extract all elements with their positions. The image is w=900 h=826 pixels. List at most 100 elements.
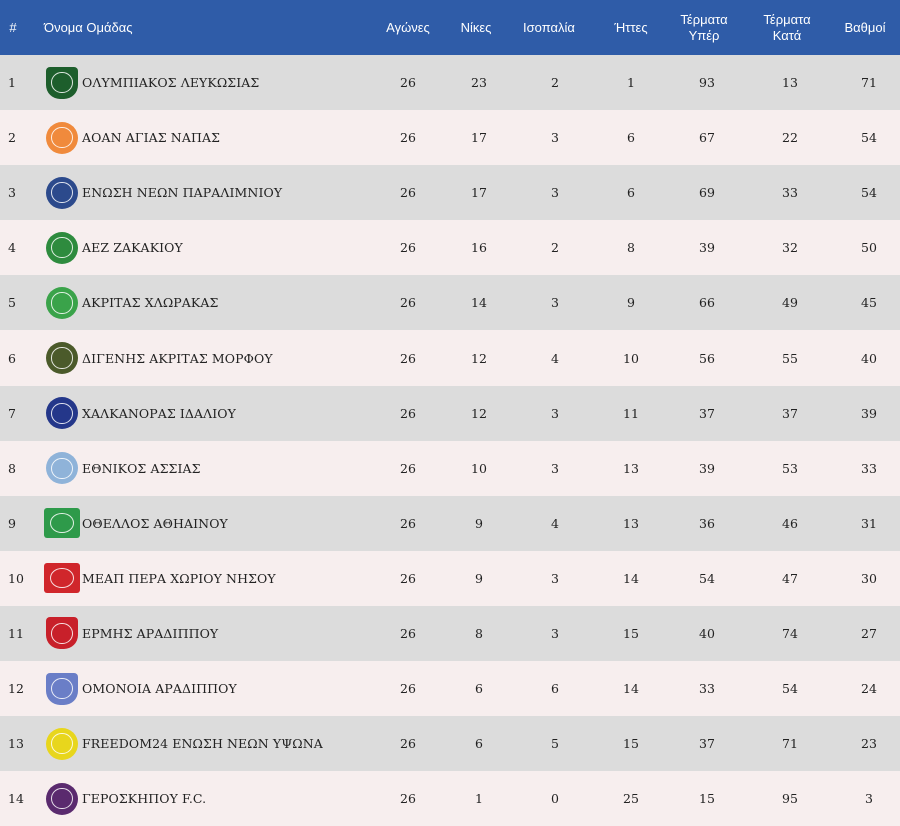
- points-cell: 30: [861, 570, 877, 586]
- table-row[interactable]: 11 ΕΡΜΗΣ ΑΡΑΔΙΠΠΟΥ 26 8 3 15 40 74 27: [0, 605, 900, 662]
- logo-cell: [44, 330, 80, 385]
- played-cell: 26: [400, 570, 416, 586]
- header-rank[interactable]: #: [9, 19, 17, 35]
- goals-against-cell: 53: [782, 460, 798, 476]
- goals-for-cell: 39: [699, 460, 715, 476]
- crest-mark-icon: [51, 622, 73, 645]
- team-name[interactable]: ΑΕΖ ΖΑΚΑΚΙΟΥ: [82, 240, 183, 256]
- played-cell: 26: [400, 75, 416, 91]
- othellos-logo: [44, 508, 80, 539]
- header-goals-against-line2: Κατά: [772, 27, 802, 43]
- goals-against-cell: 47: [782, 570, 798, 586]
- team-name[interactable]: ΑΚΡΙΤΑΣ ΧΛΩΡΑΚΑΣ: [82, 295, 219, 311]
- geroskipou-logo: [46, 782, 78, 815]
- header-wins[interactable]: Νίκες: [460, 19, 492, 35]
- crest-mark-icon: [51, 347, 73, 369]
- losses-cell: 11: [623, 405, 639, 421]
- rank-cell: 1: [8, 75, 16, 91]
- table-body: 1 ΟΛΥΜΠΙΑΚΟΣ ΛΕΥΚΩΣΙΑΣ 26 23 2 1 93 13 71 2 ΑΟΑΝ Α…: [0, 55, 900, 826]
- ermis-logo: [46, 617, 78, 650]
- table-row[interactable]: 12 ΟΜΟΝΟΙΑ ΑΡΑΔΙΠΠΟΥ 26 6 6 14 33 54 24: [0, 661, 900, 717]
- losses-cell: 9: [627, 295, 635, 311]
- logo-cell: [44, 275, 80, 330]
- goals-against-cell: 55: [782, 350, 798, 366]
- header-points[interactable]: Βαθμοί: [844, 19, 886, 35]
- logo-cell: [44, 771, 80, 826]
- logo-cell: [44, 496, 80, 551]
- rank-cell: 2: [8, 130, 16, 146]
- team-name[interactable]: ΟΘΕΛΛΟΣ ΑΘΗΑΙΝΟΥ: [82, 515, 228, 531]
- crest-mark-icon: [51, 182, 73, 204]
- goals-against-cell: 54: [782, 681, 798, 697]
- header-played[interactable]: Αγώνες: [386, 19, 430, 35]
- goals-for-cell: 93: [699, 75, 715, 91]
- played-cell: 26: [400, 460, 416, 476]
- table-row[interactable]: 10 ΜΕΑΠ ΠΕΡΑ ΧΩΡΙΟΥ ΝΗΣΟΥ 26 9 3 14 54 47 30: [0, 550, 900, 606]
- header-team[interactable]: Όνομα Ομάδας: [44, 19, 133, 35]
- header-losses[interactable]: Ήττες: [614, 19, 648, 35]
- team-name[interactable]: ΓΕΡΟΣΚΗΠΟΥ F.C.: [82, 791, 207, 807]
- goals-against-cell: 95: [782, 791, 798, 807]
- goals-for-cell: 40: [699, 625, 715, 641]
- table-row[interactable]: 5 ΑΚΡΙΤΑΣ ΧΛΩΡΑΚΑΣ 26 14 3 9 66 49 45: [0, 275, 900, 331]
- rank-cell: 11: [8, 625, 24, 641]
- crest-mark-icon: [51, 237, 73, 259]
- goals-for-cell: 67: [699, 130, 715, 146]
- crest-mark-icon: [51, 292, 73, 314]
- losses-cell: 13: [623, 460, 639, 476]
- draws-cell: 3: [551, 625, 559, 641]
- header-draws[interactable]: Ισοπαλία: [523, 19, 575, 35]
- table-row[interactable]: 1 ΟΛΥΜΠΙΑΚΟΣ ΛΕΥΚΩΣΙΑΣ 26 23 2 1 93 13 71: [0, 55, 900, 111]
- draws-cell: 5: [551, 736, 559, 752]
- team-name[interactable]: ΕΘΝΙΚΟΣ ΑΣΣΙΑΣ: [82, 460, 201, 476]
- team-name[interactable]: ΜΕΑΠ ΠΕΡΑ ΧΩΡΙΟΥ ΝΗΣΟΥ: [82, 570, 276, 586]
- goals-against-cell: 49: [782, 295, 798, 311]
- team-name[interactable]: ΟΜΟΝΟΙΑ ΑΡΑΔΙΠΠΟΥ: [82, 681, 237, 697]
- crest-mark-icon: [51, 127, 73, 149]
- rank-cell: 12: [8, 681, 24, 697]
- draws-cell: 2: [551, 75, 559, 91]
- team-name[interactable]: FREEDOM24 ΕΝΩΣΗ ΝΕΩΝ ΥΨΩΝΑ: [82, 736, 323, 752]
- table-row[interactable]: 2 ΑΟΑΝ ΑΓΙΑΣ ΝΑΠΑΣ 26 17 3 6 67 22 54: [0, 110, 900, 166]
- table-row[interactable]: 3 ΕΝΩΣΗ ΝΕΩΝ ΠΑΡΑΛΙΜΝΙΟΥ 26 17 3 6 69 33 54: [0, 165, 900, 221]
- enp-logo: [46, 176, 78, 209]
- rank-cell: 10: [8, 570, 24, 586]
- wins-cell: 1: [475, 791, 483, 807]
- wins-cell: 14: [471, 295, 487, 311]
- team-name[interactable]: ΑΟΑΝ ΑΓΙΑΣ ΝΑΠΑΣ: [82, 130, 221, 146]
- rank-cell: 8: [8, 460, 16, 476]
- wins-cell: 10: [471, 460, 487, 476]
- team-name[interactable]: ΕΡΜΗΣ ΑΡΑΔΙΠΠΟΥ: [82, 625, 219, 641]
- crest-mark-icon: [51, 733, 73, 755]
- team-name[interactable]: ΧΑΛΚΑΝΟΡΑΣ ΙΔΑΛΙΟΥ: [82, 405, 237, 421]
- team-name[interactable]: ΟΛΥΜΠΙΑΚΟΣ ΛΕΥΚΩΣΙΑΣ: [82, 75, 260, 91]
- freedom24-logo: [46, 727, 78, 760]
- table-row[interactable]: 7 ΧΑΛΚΑΝΟΡΑΣ ΙΔΑΛΙΟΥ 26 12 3 11 37 37 39: [0, 385, 900, 441]
- table-row[interactable]: 9 ΟΘΕΛΛΟΣ ΑΘΗΑΙΝΟΥ 26 9 4 13 36 46 31: [0, 495, 900, 551]
- header-goals-for[interactable]: Τέρματα Υπέρ: [665, 0, 743, 55]
- crest-mark-icon: [51, 788, 73, 810]
- crest-mark-icon: [51, 71, 73, 94]
- rank-cell: 6: [8, 350, 16, 366]
- goals-against-cell: 13: [782, 75, 798, 91]
- rank-cell: 5: [8, 295, 16, 311]
- table-row[interactable]: 6 ΔΙΓΕΝΗΣ ΑΚΡΙΤΑΣ ΜΟΡΦΟΥ 26 12 4 10 56 55 40: [0, 330, 900, 386]
- team-name[interactable]: ΔΙΓΕΝΗΣ ΑΚΡΙΤΑΣ ΜΟΡΦΟΥ: [82, 350, 273, 366]
- wins-cell: 6: [475, 736, 483, 752]
- table-row[interactable]: 4 ΑΕΖ ΖΑΚΑΚΙΟΥ 26 16 2 8 39 32 50: [0, 220, 900, 276]
- table-row[interactable]: 14 ΓΕΡΟΣΚΗΠΟΥ F.C. 26 1 0 25 15 95 3: [0, 771, 900, 826]
- header-goals-against[interactable]: Τέρματα Κατά: [748, 0, 826, 55]
- chalkanoras-logo: [46, 397, 78, 430]
- played-cell: 26: [400, 240, 416, 256]
- goals-for-cell: 15: [699, 791, 715, 807]
- goals-for-cell: 33: [699, 681, 715, 697]
- rank-cell: 13: [8, 736, 24, 752]
- team-name[interactable]: ΕΝΩΣΗ ΝΕΩΝ ΠΑΡΑΛΙΜΝΙΟΥ: [82, 185, 283, 201]
- points-cell: 3: [865, 791, 873, 807]
- losses-cell: 25: [623, 791, 639, 807]
- goals-for-cell: 66: [699, 295, 715, 311]
- table-row[interactable]: 13 FREEDOM24 ΕΝΩΣΗ ΝΕΩΝ ΥΨΩΝΑ 26 6 5 15 37 71 23: [0, 716, 900, 772]
- table-row[interactable]: 8 ΕΘΝΙΚΟΣ ΑΣΣΙΑΣ 26 10 3 13 39 53 33: [0, 440, 900, 496]
- logo-cell: [44, 110, 80, 165]
